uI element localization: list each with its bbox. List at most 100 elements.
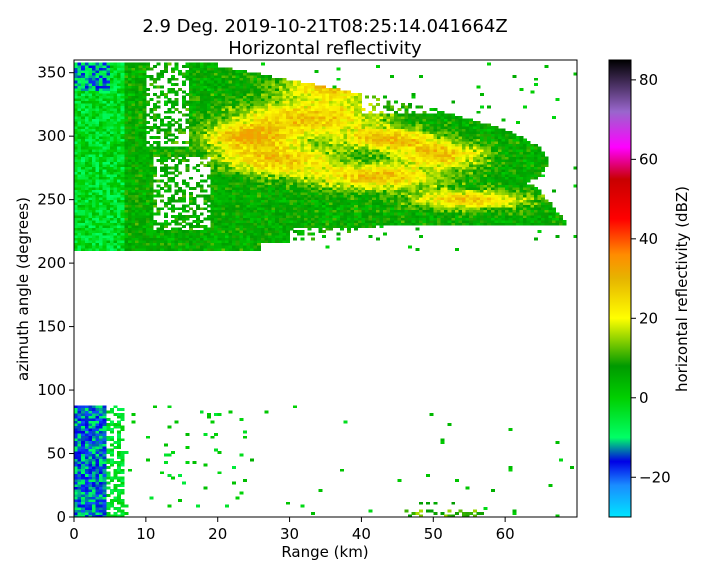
reflectivity-cell — [91, 90, 96, 94]
reflectivity-cell — [282, 204, 287, 208]
reflectivity-cell — [239, 77, 244, 81]
reflectivity-cell — [257, 232, 262, 236]
reflectivity-cell — [142, 237, 147, 241]
reflectivity-cell — [117, 123, 122, 127]
reflectivity-cell — [109, 227, 114, 231]
reflectivity-cell — [171, 197, 175, 201]
reflectivity-cell — [127, 189, 132, 193]
reflectivity-cell — [145, 151, 150, 155]
reflectivity-cell — [81, 506, 86, 510]
reflectivity-cell — [84, 77, 89, 81]
reflectivity-cell — [217, 169, 222, 173]
reflectivity-cell — [242, 108, 247, 112]
reflectivity-cell — [318, 166, 323, 170]
reflectivity-cell — [221, 70, 226, 74]
reflectivity-cell — [171, 176, 175, 180]
reflectivity-cell — [303, 100, 308, 104]
reflectivity-cell — [232, 242, 237, 246]
reflectivity-cell — [102, 181, 107, 185]
reflectivity-cell — [210, 131, 215, 135]
reflectivity-cell — [278, 93, 283, 96]
reflectivity-cell — [206, 75, 211, 79]
reflectivity-cell — [124, 202, 129, 206]
reflectivity-cell — [91, 235, 96, 239]
reflectivity-cell — [102, 184, 107, 188]
reflectivity-cell — [127, 222, 132, 226]
reflectivity-cell — [91, 62, 96, 66]
reflectivity-cell — [271, 159, 276, 162]
reflectivity-cell — [217, 80, 222, 84]
reflectivity-cell — [285, 105, 290, 109]
reflectivity-cell — [242, 138, 247, 142]
reflectivity-cell — [250, 247, 255, 251]
reflectivity-cell — [192, 146, 197, 150]
reflectivity-cell — [106, 95, 111, 99]
reflectivity-cell — [117, 90, 122, 94]
reflectivity-cell — [106, 98, 111, 102]
reflectivity-cell — [185, 126, 190, 129]
reflectivity-cell — [149, 128, 154, 132]
reflectivity-cell — [120, 509, 125, 513]
reflectivity-cell — [77, 131, 82, 135]
reflectivity-cell — [167, 197, 172, 201]
reflectivity-cell — [117, 225, 122, 228]
reflectivity-cell — [99, 476, 104, 480]
reflectivity-cell — [214, 85, 219, 89]
reflectivity-cell — [109, 209, 114, 213]
reflectivity-cell — [145, 161, 150, 165]
reflectivity-cell — [142, 65, 147, 69]
reflectivity-cell — [145, 156, 150, 160]
reflectivity-cell — [149, 156, 154, 160]
reflectivity-cell — [95, 514, 100, 518]
reflectivity-cell — [206, 85, 211, 89]
reflectivity-cell — [131, 247, 136, 251]
reflectivity-cell — [77, 128, 82, 132]
reflectivity-cell — [113, 184, 118, 188]
reflectivity-cell — [81, 504, 86, 508]
reflectivity-cell — [109, 159, 114, 162]
reflectivity-cell — [81, 166, 86, 170]
reflectivity-cell — [117, 85, 122, 89]
reflectivity-cell — [74, 425, 78, 429]
reflectivity-cell — [95, 169, 100, 173]
reflectivity-cell — [293, 174, 298, 178]
reflectivity-cell — [303, 143, 308, 147]
reflectivity-cell — [102, 153, 107, 157]
reflectivity-cell — [260, 189, 265, 193]
reflectivity-cell — [257, 120, 262, 124]
reflectivity-cell — [77, 412, 82, 416]
reflectivity-cell — [156, 113, 161, 117]
reflectivity-cell — [88, 80, 93, 84]
reflectivity-cell — [311, 164, 316, 168]
reflectivity-cell — [102, 156, 107, 160]
reflectivity-cell — [106, 232, 111, 236]
reflectivity-cell — [242, 435, 247, 439]
reflectivity-cell — [199, 72, 204, 76]
reflectivity-cell — [74, 433, 78, 437]
reflectivity-cell — [117, 174, 122, 178]
reflectivity-cell — [307, 164, 312, 168]
reflectivity-cell — [246, 90, 251, 94]
reflectivity-cell — [257, 222, 262, 226]
reflectivity-cell — [185, 230, 190, 234]
reflectivity-cell — [246, 204, 251, 208]
reflectivity-cell — [228, 164, 233, 168]
reflectivity-cell — [113, 133, 118, 137]
reflectivity-cell — [235, 153, 240, 157]
reflectivity-cell — [275, 136, 280, 140]
reflectivity-cell — [81, 486, 86, 490]
reflectivity-cell — [77, 204, 82, 208]
reflectivity-cell — [81, 417, 86, 421]
reflectivity-cell — [109, 148, 114, 152]
reflectivity-cell — [77, 230, 82, 234]
reflectivity-cell — [296, 209, 301, 213]
reflectivity-cell — [214, 151, 219, 155]
reflectivity-cell — [149, 169, 154, 173]
reflectivity-cell — [95, 166, 100, 170]
reflectivity-cell — [163, 146, 168, 150]
reflectivity-cell — [221, 169, 226, 173]
reflectivity-cell — [203, 179, 208, 183]
reflectivity-cell — [192, 70, 197, 74]
reflectivity-cell — [232, 151, 237, 155]
reflectivity-cell — [221, 67, 226, 71]
